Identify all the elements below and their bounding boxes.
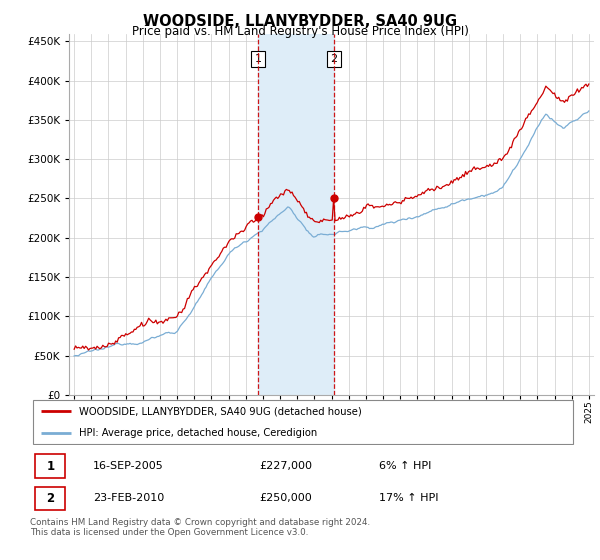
Text: HPI: Average price, detached house, Ceredigion: HPI: Average price, detached house, Cere… bbox=[79, 428, 317, 438]
Text: 17% ↑ HPI: 17% ↑ HPI bbox=[379, 493, 439, 503]
FancyBboxPatch shape bbox=[35, 455, 65, 478]
Text: 2: 2 bbox=[331, 54, 337, 64]
Text: WOODSIDE, LLANYBYDDER, SA40 9UG (detached house): WOODSIDE, LLANYBYDDER, SA40 9UG (detache… bbox=[79, 406, 362, 416]
Bar bbox=[258, 34, 334, 395]
Text: 16-SEP-2005: 16-SEP-2005 bbox=[93, 461, 164, 471]
Text: 23-FEB-2010: 23-FEB-2010 bbox=[93, 493, 164, 503]
Text: 1: 1 bbox=[46, 460, 55, 473]
Text: Price paid vs. HM Land Registry's House Price Index (HPI): Price paid vs. HM Land Registry's House … bbox=[131, 25, 469, 38]
Text: 1: 1 bbox=[254, 54, 262, 64]
Text: 6% ↑ HPI: 6% ↑ HPI bbox=[379, 461, 432, 471]
Text: 2: 2 bbox=[46, 492, 55, 505]
Text: £227,000: £227,000 bbox=[259, 461, 313, 471]
Text: WOODSIDE, LLANYBYDDER, SA40 9UG: WOODSIDE, LLANYBYDDER, SA40 9UG bbox=[143, 14, 457, 29]
FancyBboxPatch shape bbox=[33, 400, 573, 444]
Text: £250,000: £250,000 bbox=[259, 493, 312, 503]
Text: Contains HM Land Registry data © Crown copyright and database right 2024.
This d: Contains HM Land Registry data © Crown c… bbox=[30, 518, 370, 538]
FancyBboxPatch shape bbox=[35, 487, 65, 510]
